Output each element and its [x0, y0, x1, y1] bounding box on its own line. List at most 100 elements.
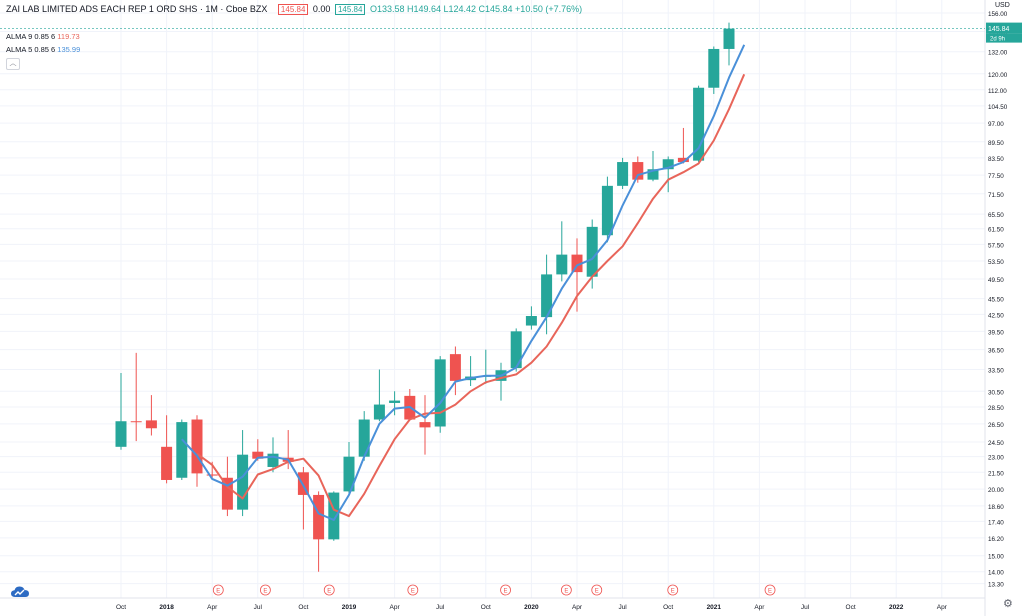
candle-body[interactable]	[541, 274, 553, 318]
candle-body[interactable]	[328, 492, 340, 540]
candle-body[interactable]	[358, 419, 370, 457]
earnings-icon-label: E	[768, 589, 772, 595]
time-tick-label: Oct	[663, 604, 673, 611]
candle-body[interactable]	[297, 472, 309, 495]
candle-body[interactable]	[525, 316, 537, 326]
candle-body[interactable]	[434, 359, 446, 427]
earnings-icon[interactable]	[259, 584, 271, 596]
candle-body[interactable]	[449, 354, 461, 381]
earnings-icon[interactable]	[560, 584, 572, 596]
tradingview-cloud-icon[interactable]	[10, 585, 32, 599]
candle-body[interactable]	[145, 420, 157, 429]
candle-body[interactable]	[601, 185, 613, 236]
candle-body[interactable]	[176, 422, 188, 478]
time-tick-label: Jul	[801, 604, 810, 611]
currency-label: USD	[995, 2, 1010, 9]
candle-body[interactable]	[662, 159, 674, 170]
candle-body[interactable]	[723, 28, 735, 49]
candle-body[interactable]	[510, 331, 522, 369]
price-tick-label: 20.00	[988, 487, 1004, 494]
candle-body[interactable]	[252, 451, 264, 459]
price-tick-label: 71.50	[988, 192, 1004, 199]
time-tick-label: Apr	[754, 604, 765, 611]
price-tick-label: 16.20	[988, 536, 1004, 543]
alma9-legend[interactable]: ALMA 9 0.85 6 119.73	[6, 32, 80, 41]
candle-body[interactable]	[677, 157, 689, 163]
price-tick-label: 97.00	[988, 121, 1004, 128]
candle-body[interactable]	[130, 421, 142, 423]
price-tick-label: 28.50	[988, 405, 1004, 412]
price-tick-label: 36.50	[988, 348, 1004, 355]
candle-body[interactable]	[343, 456, 355, 492]
earnings-icon-label: E	[216, 589, 220, 595]
earnings-icon[interactable]	[323, 584, 335, 596]
earnings-icon[interactable]	[212, 584, 224, 596]
candle-body[interactable]	[617, 162, 629, 186]
candle-body[interactable]	[221, 477, 233, 510]
candle-body[interactable]	[191, 419, 203, 474]
price-tick-label: 33.50	[988, 368, 1004, 375]
time-tick-label: Apr	[390, 604, 401, 611]
ask-price[interactable]: 145.84	[334, 4, 366, 16]
time-tick-label: Jul	[436, 604, 445, 611]
time-tick-label: 2020	[524, 604, 539, 611]
countdown-tag	[986, 33, 1022, 43]
candle-body[interactable]	[647, 169, 659, 180]
price-tick-label: 53.50	[988, 259, 1004, 266]
earnings-icon[interactable]	[591, 584, 603, 596]
alma9-value: 119.73	[57, 32, 80, 41]
price-tick-label: 23.00	[988, 455, 1004, 462]
time-tick-label: 2018	[159, 604, 174, 611]
price-tick-label: 156.00	[988, 11, 1008, 18]
earnings-icon[interactable]	[500, 584, 511, 596]
time-tick-label: Apr	[207, 604, 218, 611]
price-tick-label: 112.00	[988, 88, 1007, 95]
earnings-icon-label: E	[564, 589, 568, 595]
candle-body[interactable]	[586, 226, 598, 277]
price-tick-label: 132.00	[988, 50, 1008, 57]
bid-price[interactable]: 145.84	[277, 4, 309, 16]
time-tick-label: Apr	[572, 604, 583, 611]
alma9-label: ALMA 9 0.85 6	[6, 32, 56, 41]
price-tick-label: 42.50	[988, 312, 1004, 319]
price-tick-label: 61.50	[988, 227, 1004, 234]
time-tick-label: 2022	[889, 604, 904, 611]
price-tick-label: 45.50	[988, 297, 1004, 304]
earnings-icon[interactable]	[407, 584, 419, 596]
candle-body[interactable]	[237, 454, 249, 510]
candle-body[interactable]	[571, 254, 583, 273]
price-tick-label: 26.50	[988, 422, 1004, 429]
price-tick-label: 30.50	[988, 389, 1004, 396]
candle-body[interactable]	[313, 494, 325, 540]
chevron-up-icon[interactable]: ︿	[6, 58, 20, 70]
candle-body[interactable]	[206, 474, 218, 476]
price-tick-label: 24.50	[988, 440, 1004, 447]
price-tick-label: 49.50	[988, 277, 1004, 284]
candle-body[interactable]	[161, 446, 173, 480]
price-tick-label: 77.50	[988, 173, 1004, 180]
candle-body[interactable]	[267, 453, 279, 467]
candle-body[interactable]	[556, 254, 568, 275]
alma5-legend[interactable]: ALMA 5 0.85 6 135.99	[6, 45, 80, 54]
alma9-line	[196, 73, 746, 518]
spread-value: 0.00	[312, 4, 331, 14]
candle-body[interactable]	[419, 422, 431, 428]
candle-body[interactable]	[373, 404, 385, 420]
price-tick-label: 21.50	[988, 470, 1004, 477]
price-tick-label: 104.50	[988, 104, 1008, 111]
earnings-icon-label: E	[263, 589, 267, 595]
symbol-title[interactable]: ZAI LAB LIMITED ADS EACH REP 1 ORD SHS ·…	[6, 4, 268, 14]
earnings-icon[interactable]	[764, 584, 776, 596]
candle-body[interactable]	[389, 400, 401, 403]
earnings-icon-label: E	[327, 589, 331, 595]
price-tick-label: 120.00	[988, 72, 1008, 79]
time-tick-label: Oct	[298, 604, 308, 611]
candle-body[interactable]	[693, 87, 705, 161]
candle-body[interactable]	[708, 48, 720, 88]
candle-body[interactable]	[115, 421, 127, 447]
earnings-icon[interactable]	[667, 584, 679, 596]
gear-icon[interactable]: ⚙	[1003, 598, 1013, 610]
candle-body[interactable]	[632, 162, 644, 180]
price-tick-label: 18.60	[988, 504, 1004, 511]
